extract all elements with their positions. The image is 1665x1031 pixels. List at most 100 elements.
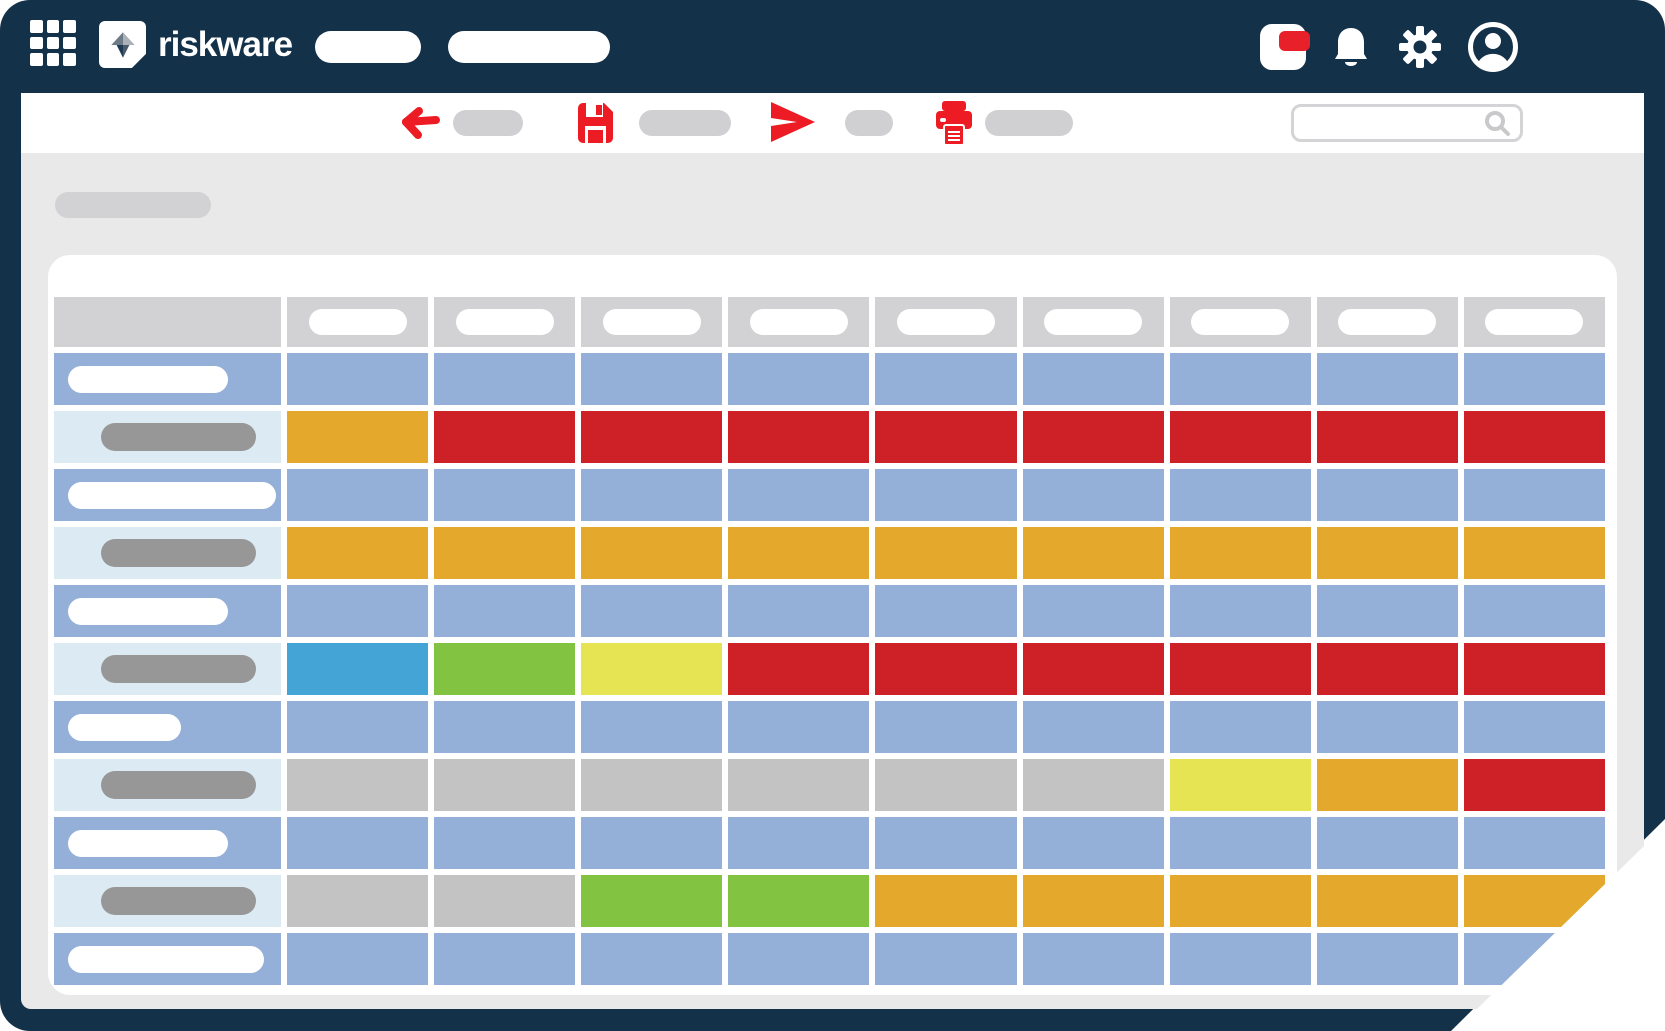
print-icon <box>936 101 972 146</box>
risk-cell-red[interactable] <box>1023 643 1164 695</box>
risk-label-placeholder <box>101 655 256 683</box>
search-input[interactable] <box>1291 104 1523 142</box>
risk-cell-amber[interactable] <box>581 527 722 579</box>
risk-cell-amber[interactable] <box>1170 875 1311 927</box>
category-row-label-cell[interactable] <box>54 469 281 521</box>
category-cell <box>287 469 428 521</box>
brand-logo[interactable]: riskware <box>99 21 293 68</box>
risk-cell-amber[interactable] <box>728 527 869 579</box>
gear-icon[interactable] <box>1396 23 1444 71</box>
category-cell <box>581 817 722 869</box>
category-cell <box>581 469 722 521</box>
risk-cell-amber[interactable] <box>1317 759 1458 811</box>
risk-cell-gray[interactable] <box>287 759 428 811</box>
risk-cell-red[interactable] <box>1464 411 1605 463</box>
page-title-placeholder <box>55 192 211 218</box>
risk-row-label-cell[interactable] <box>54 643 281 695</box>
card-notification-icon[interactable] <box>1260 24 1310 70</box>
category-cell <box>1317 817 1458 869</box>
risk-cell-green[interactable] <box>728 875 869 927</box>
save-button[interactable] <box>574 93 616 153</box>
risk-cell-amber[interactable] <box>287 411 428 463</box>
risk-cell-amber[interactable] <box>1317 875 1458 927</box>
bell-icon[interactable] <box>1330 24 1372 70</box>
risk-cell-gray[interactable] <box>728 759 869 811</box>
risk-cell-amber[interactable] <box>1023 875 1164 927</box>
risk-cell-cyan[interactable] <box>287 643 428 695</box>
category-row-label-cell[interactable] <box>54 701 281 753</box>
column-header-placeholder <box>456 309 554 335</box>
category-cell <box>581 585 722 637</box>
risk-cell-red[interactable] <box>728 411 869 463</box>
column-header <box>287 297 428 347</box>
category-cell <box>1023 701 1164 753</box>
nav-placeholder-1[interactable] <box>315 31 421 63</box>
category-cell <box>1170 933 1311 985</box>
risk-cell-gray[interactable] <box>581 759 722 811</box>
category-row-label-cell[interactable] <box>54 933 281 985</box>
risk-cell-red[interactable] <box>1464 643 1605 695</box>
risk-cell-red[interactable] <box>1317 643 1458 695</box>
category-row-label-cell[interactable] <box>54 817 281 869</box>
category-cell <box>1317 933 1458 985</box>
risk-cell-amber[interactable] <box>875 875 1016 927</box>
category-cell <box>1170 469 1311 521</box>
risk-cell-gray[interactable] <box>875 759 1016 811</box>
risk-cell-gray[interactable] <box>287 875 428 927</box>
category-cell <box>581 701 722 753</box>
risk-cell-amber[interactable] <box>1170 527 1311 579</box>
risk-cell-gray[interactable] <box>434 875 575 927</box>
risk-cell-red[interactable] <box>434 411 575 463</box>
category-cell <box>434 585 575 637</box>
risk-cell-gray[interactable] <box>434 759 575 811</box>
category-cell <box>875 817 1016 869</box>
category-cell <box>1023 817 1164 869</box>
risk-cell-amber[interactable] <box>1464 875 1605 927</box>
risk-cell-red[interactable] <box>1464 759 1605 811</box>
send-button[interactable] <box>767 93 819 153</box>
risk-cell-red[interactable] <box>1023 411 1164 463</box>
risk-cell-amber[interactable] <box>434 527 575 579</box>
risk-cell-yellow[interactable] <box>1170 759 1311 811</box>
risk-cell-amber[interactable] <box>875 527 1016 579</box>
category-row-label-cell[interactable] <box>54 585 281 637</box>
avatar-icon[interactable] <box>1468 22 1518 72</box>
category-label-placeholder <box>68 830 228 857</box>
nav-placeholder-2[interactable] <box>448 31 610 63</box>
top-bar-actions <box>1260 22 1518 72</box>
category-row-label-cell[interactable] <box>54 353 281 405</box>
risk-row-label-cell[interactable] <box>54 759 281 811</box>
category-cell <box>1464 817 1605 869</box>
risk-cell-red[interactable] <box>1170 643 1311 695</box>
risk-cell-red[interactable] <box>1170 411 1311 463</box>
risk-cell-red[interactable] <box>728 643 869 695</box>
grid-menu-icon[interactable] <box>30 20 76 66</box>
risk-cell-amber[interactable] <box>287 527 428 579</box>
category-cell <box>728 353 869 405</box>
column-header <box>581 297 722 347</box>
column-header-corner <box>54 297 281 347</box>
risk-cell-red[interactable] <box>581 411 722 463</box>
risk-cell-gray[interactable] <box>1023 759 1164 811</box>
risk-cell-green[interactable] <box>581 875 722 927</box>
category-cell <box>434 469 575 521</box>
category-cell <box>434 353 575 405</box>
risk-cell-yellow[interactable] <box>581 643 722 695</box>
risk-row-label-cell[interactable] <box>54 411 281 463</box>
category-cell <box>434 933 575 985</box>
print-button[interactable] <box>932 93 976 153</box>
risk-row-label-cell[interactable] <box>54 527 281 579</box>
risk-label-placeholder <box>101 771 256 799</box>
category-cell <box>728 469 869 521</box>
risk-cell-amber[interactable] <box>1317 527 1458 579</box>
risk-cell-amber[interactable] <box>1023 527 1164 579</box>
risk-row-label-cell[interactable] <box>54 875 281 927</box>
risk-cell-red[interactable] <box>1317 411 1458 463</box>
back-button[interactable] <box>398 93 442 153</box>
risk-cell-green[interactable] <box>434 643 575 695</box>
risk-cell-amber[interactable] <box>1464 527 1605 579</box>
category-label-placeholder <box>68 714 181 741</box>
risk-cell-red[interactable] <box>875 643 1016 695</box>
category-cell <box>875 701 1016 753</box>
risk-cell-red[interactable] <box>875 411 1016 463</box>
